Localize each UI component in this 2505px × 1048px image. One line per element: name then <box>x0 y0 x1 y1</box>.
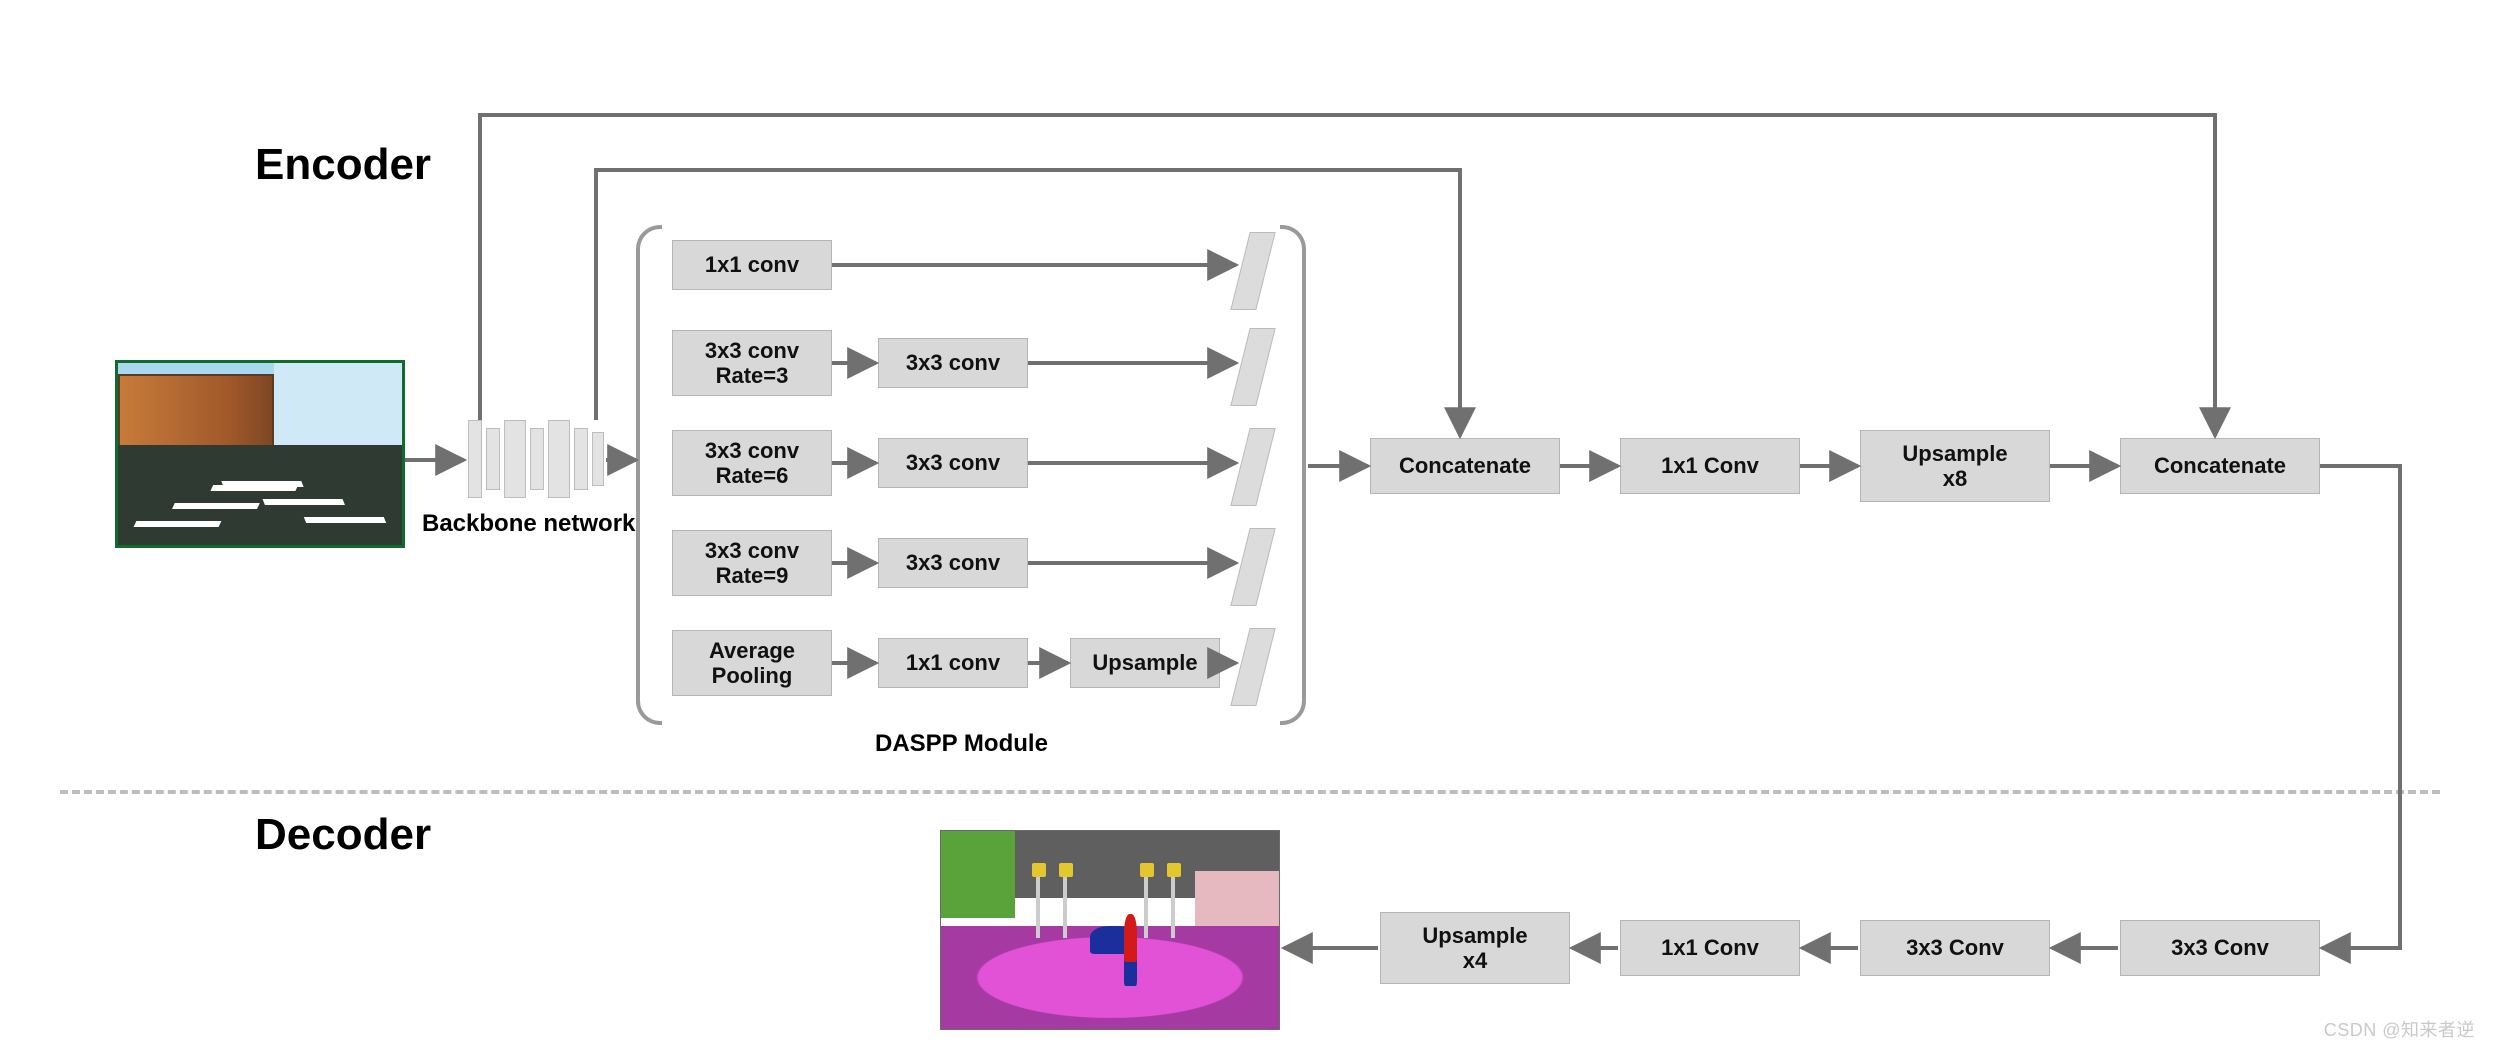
daspp-b3-a: 3x3 conv Rate=6 <box>672 430 832 496</box>
daspp-b5-a: Average Pooling <box>672 630 832 696</box>
backbone-stage <box>486 428 500 490</box>
concat1: Concatenate <box>1370 438 1560 494</box>
input-image <box>115 360 405 548</box>
dec-3x3-a: 3x3 Conv <box>2120 920 2320 976</box>
encoder-title: Encoder <box>255 140 431 190</box>
backbone-stage <box>504 420 526 498</box>
backbone-label: Backbone network <box>422 510 635 538</box>
output-segmentation <box>940 830 1280 1030</box>
backbone-stage <box>574 428 588 490</box>
daspp-b5-b: 1x1 conv <box>878 638 1028 688</box>
daspp-b3-b: 3x3 conv <box>878 438 1028 488</box>
daspp-bracket-right <box>1280 225 1306 725</box>
daspp-label: DASPP Module <box>875 730 1048 758</box>
daspp-b2-a: 3x3 conv Rate=3 <box>672 330 832 396</box>
daspp-bracket-left <box>636 225 662 725</box>
feature-slab <box>1230 628 1275 706</box>
divider <box>60 790 2440 794</box>
backbone-stage <box>548 420 570 498</box>
decoder-title: Decoder <box>255 810 431 860</box>
watermark: CSDN @知来者逆 <box>2324 1016 2475 1042</box>
dec-up4: Upsample x4 <box>1380 912 1570 984</box>
daspp-b5-c: Upsample <box>1070 638 1220 688</box>
backbone-stage <box>468 420 482 498</box>
daspp-b4-a: 3x3 conv Rate=9 <box>672 530 832 596</box>
backbone-stage <box>592 432 604 486</box>
concat2: Concatenate <box>2120 438 2320 494</box>
daspp-b1-a: 1x1 conv <box>672 240 832 290</box>
conv1x1-enc: 1x1 Conv <box>1620 438 1800 494</box>
upsample-x8: Upsample x8 <box>1860 430 2050 502</box>
diagram-canvas: Encoder Decoder Backbone network 1x1 con… <box>0 0 2505 1048</box>
feature-slab <box>1230 528 1275 606</box>
dec-1x1: 1x1 Conv <box>1620 920 1800 976</box>
daspp-b4-b: 3x3 conv <box>878 538 1028 588</box>
dec-3x3-b: 3x3 Conv <box>1860 920 2050 976</box>
feature-slab <box>1230 232 1275 310</box>
feature-slab <box>1230 428 1275 506</box>
feature-slab <box>1230 328 1275 406</box>
backbone-stage <box>530 428 544 490</box>
daspp-b2-b: 3x3 conv <box>878 338 1028 388</box>
